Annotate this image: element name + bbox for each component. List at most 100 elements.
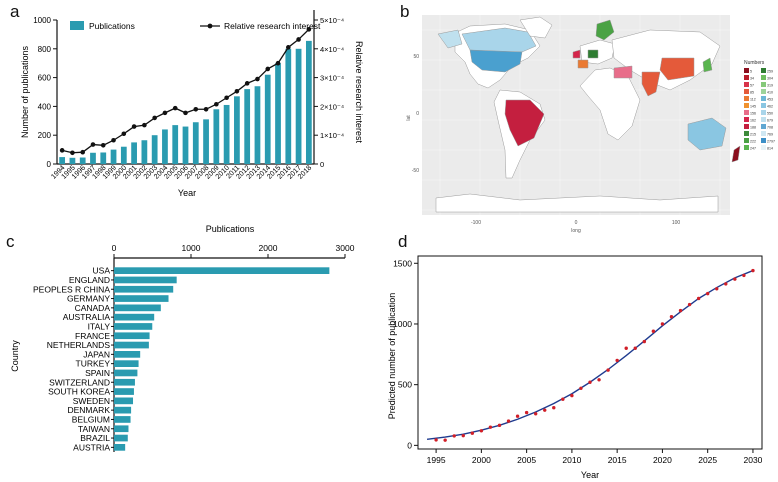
chart-d-ytick-label: 0	[407, 440, 412, 450]
chart-c-bar	[114, 434, 128, 442]
chart-a-interest-point	[142, 122, 147, 128]
chart-a-bar	[213, 109, 220, 164]
chart-d-observed-point	[660, 322, 665, 326]
chart-c-bar	[114, 267, 330, 274]
chart-b-legend-swatch	[761, 110, 766, 115]
chart-c-bar	[114, 313, 155, 321]
chart-b-legend-label: 85	[750, 91, 754, 95]
chart-b-legend-label: 769	[767, 133, 773, 137]
chart-c-bar	[114, 360, 139, 367]
chart-a-interest-point	[265, 66, 271, 72]
chart-a-interest-point	[183, 110, 188, 116]
chart-b-legend-swatch	[744, 110, 749, 115]
chart-b-land-greenland	[519, 16, 553, 39]
chart-b-legend-swatch	[744, 124, 749, 129]
chart-a-interest-point	[152, 115, 157, 121]
chart-b-legend-label: 304	[767, 77, 773, 81]
chart-b-ytick-label: 50	[413, 54, 419, 60]
chart-a-interest-point	[255, 76, 260, 82]
chart-a-interest-point	[100, 142, 106, 148]
chart-d-observed-point	[506, 419, 511, 423]
chart-c-category-label: AUSTRALIA	[63, 312, 111, 322]
chart-b-legend-label: 156	[750, 112, 756, 116]
chart-b-legend-swatch	[744, 138, 749, 143]
chart-a-y2tick-label: 5×10⁻⁴	[320, 16, 344, 25]
chart-a-bar	[234, 96, 240, 164]
chart-a-interest-point	[70, 150, 75, 156]
chart-b-country-china	[659, 57, 695, 81]
chart-a-bar	[203, 119, 209, 164]
chart-d-ytick-label: 500	[398, 380, 412, 390]
chart-a-legend-label-bar: Publications	[89, 21, 135, 31]
chart-d-observed-point	[751, 268, 755, 273]
chart-b-legend-swatch	[744, 75, 749, 80]
chart-a-interest-point	[234, 88, 240, 94]
chart-a-bar	[192, 122, 199, 164]
chart-a-interest-point	[80, 149, 85, 155]
chart-c-bar	[114, 351, 141, 358]
chart-c-category-label: PEOPLES R CHINA	[33, 284, 110, 294]
chart-d-observed-point	[705, 291, 710, 296]
chart-d-ytick-label: 1000	[393, 319, 412, 329]
chart-b-legend-swatch	[744, 96, 749, 101]
chart-d-observed-point	[579, 386, 583, 391]
chart-a-legend-swatch-bar	[70, 21, 84, 30]
panel-letter-b: b	[400, 2, 410, 21]
chart-d-ytick-label: 1500	[393, 258, 412, 268]
chart-b-legend-label: 5	[750, 70, 752, 74]
chart-b-legend-swatch	[761, 103, 766, 108]
chart-c-category-label: SPAIN	[85, 368, 110, 378]
chart-c-category-label: SWEDEN	[73, 396, 110, 406]
chart-a-y2tick-label: 1×10⁻⁴	[320, 131, 344, 140]
chart-d-xtick-label: 2025	[698, 455, 717, 465]
chart-a-bar	[162, 129, 168, 164]
chart-d-xtick-label: 2005	[517, 455, 536, 465]
chart-a-ytick-label: 0	[47, 160, 52, 169]
chart-d-observed-point	[669, 314, 674, 319]
chart-b-legend-swatch	[761, 124, 766, 129]
chart-d-observed-point	[497, 423, 502, 428]
chart-c-bar	[114, 425, 129, 433]
chart-b-country-india	[641, 71, 661, 97]
chart-b-ytick-label: -50	[412, 168, 419, 174]
chart-b-country-brazil	[504, 99, 545, 147]
chart-d-y-label: Predicted number of publication	[387, 293, 397, 420]
chart-a-bar	[120, 146, 127, 164]
chart-d-observed-point	[470, 431, 475, 435]
chart-d-xtick-label: 2000	[472, 455, 491, 465]
chart-c-category-label: SOUTH KOREA	[48, 387, 110, 397]
chart-d-observed-point	[561, 397, 565, 401]
chart-b-legend-label: 462	[767, 105, 773, 109]
chart-c-bar	[114, 397, 134, 405]
chart-b-country-australia	[687, 117, 727, 151]
chart-b-legend-label: 259	[767, 70, 773, 74]
chart-d-observed-point	[515, 414, 520, 418]
chart-b-legend-label: 319	[767, 84, 773, 88]
chart-d-observed-point	[715, 287, 719, 291]
chart-a-interest-point	[59, 148, 65, 153]
chart-a-interest-point	[275, 60, 281, 66]
chart-c-category-label: GERMANY	[67, 294, 110, 304]
chart-a-interest-point	[203, 106, 209, 112]
chart-c-category-label: TURKEY	[76, 359, 111, 369]
chart-d-observed-point	[533, 412, 538, 416]
chart-d-observed-point	[606, 368, 610, 372]
chart-a-y2tick-label: 3×10⁻⁴	[320, 74, 344, 83]
chart-b-legend-swatch	[744, 145, 749, 150]
chart-b-legend-swatch	[761, 68, 766, 73]
chart-c-category-label: CANADA	[75, 303, 111, 313]
chart-c-bar	[114, 276, 177, 284]
chart-a-bar	[254, 86, 261, 164]
chart-d-observed-point	[624, 346, 628, 350]
chart-d-observed-point	[461, 433, 465, 438]
chart-a-y-label: Number of publications	[20, 45, 30, 138]
chart-a-bar	[264, 74, 271, 164]
chart-a-bar	[305, 40, 312, 164]
chart-d-observed-point	[452, 434, 456, 438]
chart-a-bar	[275, 63, 281, 165]
chart-b-legend-label: 222	[750, 140, 756, 144]
chart-a-bar	[295, 48, 302, 164]
chart-d-observed-point	[588, 380, 592, 384]
chart-c-xtick-label: 2000	[259, 243, 278, 253]
chart-b-legend-label: 188	[750, 126, 756, 130]
